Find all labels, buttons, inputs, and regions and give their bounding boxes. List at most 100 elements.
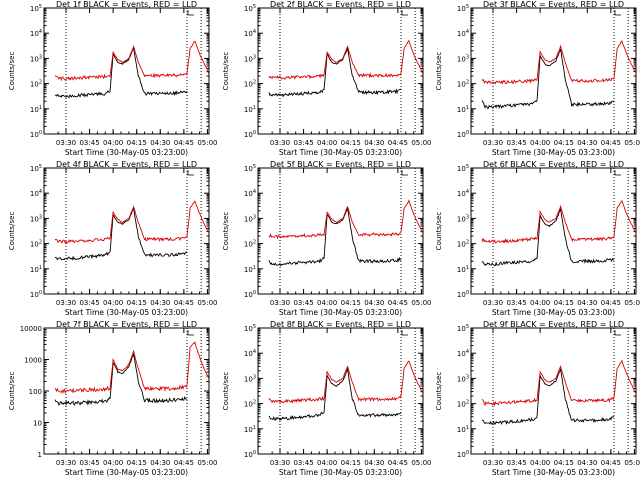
y-tick-exponent: 5 — [466, 4, 469, 10]
marker-bracket — [187, 10, 194, 16]
y-tick-label: 102 — [457, 240, 469, 249]
y-tick-exponent: 2 — [466, 80, 469, 86]
x-axis-label: Start Time (30-May-05 03:23:00) — [492, 148, 615, 157]
y-tick-label: 100 — [244, 290, 256, 299]
chart-title: Det 1f BLACK = Events, RED = LLD — [56, 0, 197, 9]
series-line-lld — [54, 40, 210, 82]
y-tick-label: 101 — [30, 265, 42, 274]
series-line-events — [54, 206, 187, 261]
x-tick-label: 04:15 — [341, 299, 361, 307]
chart-panel: Det 3f BLACK = Events, RED = LLD Counts/s… — [435, 0, 640, 157]
series-line-events — [481, 48, 615, 110]
plot-frame — [43, 167, 210, 295]
x-tick-label: 04:45 — [388, 139, 408, 147]
y-tick-label: 101 — [244, 265, 256, 274]
y-axis-label: Counts/sec — [435, 212, 443, 251]
plot-frame — [470, 327, 637, 455]
y-tick-label: 105 — [457, 4, 469, 13]
y-tick-label: 101 — [457, 425, 469, 434]
x-tick-label: 04:30 — [150, 459, 170, 467]
x-tick-label: 03:45 — [506, 139, 526, 147]
x-tick-label: 03:45 — [506, 299, 526, 307]
y-tick-label: 104 — [30, 29, 42, 38]
y-tick-label: 100 — [457, 290, 469, 299]
x-tick-label: 04:15 — [554, 139, 574, 147]
y-tick-label: 101 — [457, 105, 469, 114]
chart-title: Det 3f BLACK = Events, RED = LLD — [483, 0, 624, 9]
x-tick-label: 04:45 — [174, 139, 194, 147]
y-tick-label: 100 — [457, 450, 469, 459]
series-line-lld — [481, 40, 637, 85]
series-line-events — [481, 367, 615, 425]
y-axis-label: Counts/sec — [8, 372, 16, 411]
x-axis-label: Start Time (30-May-05 03:23:00) — [65, 148, 188, 157]
plot-frame — [257, 167, 424, 295]
series-line-events — [54, 352, 188, 407]
chart-panel: Det 7f BLACK = Events, RED = LLD Counts/s… — [8, 320, 218, 477]
x-tick-label: 05:00 — [197, 459, 217, 467]
x-tick-label: 03:30 — [56, 299, 76, 307]
y-tick-exponent: 4 — [466, 29, 469, 35]
x-tick-label: 03:30 — [270, 139, 290, 147]
chart-panel: Det 6f BLACK = Events, RED = LLD Counts/s… — [435, 160, 640, 317]
y-tick-exponent: 4 — [466, 349, 469, 355]
series-line-events — [54, 46, 188, 98]
y-tick-label: 105 — [30, 164, 42, 173]
y-tick-label: 104 — [457, 349, 469, 358]
y-tick-label: 103 — [457, 214, 469, 223]
y-tick-label: 102 — [457, 400, 469, 409]
x-tick-label: 03:30 — [56, 139, 76, 147]
y-tick-exponent: 2 — [253, 400, 256, 406]
x-tick-label: 03:45 — [293, 139, 313, 147]
y-tick-label: 102 — [244, 80, 256, 89]
y-tick-label: 105 — [244, 4, 256, 13]
y-tick-label: 103 — [244, 374, 256, 383]
y-tick-exponent: 0 — [253, 130, 256, 136]
y-tick-exponent: 5 — [466, 324, 469, 330]
series-line-events — [268, 46, 401, 98]
y-axis-label: Counts/sec — [222, 52, 230, 91]
y-tick-exponent: 5 — [253, 4, 256, 10]
x-tick-label: 05:00 — [411, 459, 431, 467]
chart-panel: Det 9f BLACK = Events, RED = LLD Counts/s… — [435, 320, 640, 477]
y-tick-label: 100 — [30, 290, 42, 299]
chart-title: Det 2f BLACK = Events, RED = LLD — [270, 0, 411, 9]
y-tick-exponent: 3 — [39, 54, 42, 60]
y-tick-label: 101 — [457, 265, 469, 274]
x-tick-label: 05:00 — [197, 139, 217, 147]
x-axis-label: Start Time (30-May-05 03:23:00) — [279, 148, 402, 157]
y-tick-label: 102 — [30, 240, 42, 249]
x-tick-label: 04:45 — [601, 139, 621, 147]
series-line-lld — [268, 199, 424, 240]
x-tick-label: 04:15 — [127, 139, 147, 147]
x-tick-label: 03:30 — [270, 299, 290, 307]
y-tick-label: 1 — [38, 451, 42, 459]
x-tick-label: 04:30 — [364, 459, 384, 467]
plot-frame — [257, 327, 424, 455]
y-tick-exponent: 2 — [253, 80, 256, 86]
y-tick-label: 104 — [457, 189, 469, 198]
chart-panel: Det 2f BLACK = Events, RED = LLD Counts/s… — [222, 0, 432, 157]
y-axis-label: Counts/sec — [8, 52, 16, 91]
y-tick-exponent: 4 — [39, 29, 42, 35]
y-tick-label: 10000 — [20, 325, 42, 333]
x-tick-label: 04:30 — [577, 299, 597, 307]
y-tick-label: 101 — [244, 425, 256, 434]
x-tick-label: 03:45 — [79, 139, 99, 147]
marker-bracket — [401, 170, 408, 176]
x-tick-label: 04:00 — [103, 459, 123, 467]
series-line-events — [268, 367, 402, 422]
y-axis-label: Counts/sec — [435, 372, 443, 411]
y-tick-label: 105 — [244, 164, 256, 173]
y-tick-label: 102 — [30, 80, 42, 89]
y-tick-exponent: 0 — [466, 450, 469, 456]
x-tick-label: 04:00 — [103, 299, 123, 307]
x-axis-label: Start Time (30-May-05 03:23:00) — [65, 468, 188, 477]
x-tick-label: 04:45 — [174, 299, 194, 307]
y-axis-label: Counts/sec — [435, 52, 443, 91]
x-tick-label: 04:00 — [530, 459, 550, 467]
x-tick-label: 04:30 — [364, 139, 384, 147]
chart-title: Det 8f BLACK = Events, RED = LLD — [270, 320, 411, 329]
